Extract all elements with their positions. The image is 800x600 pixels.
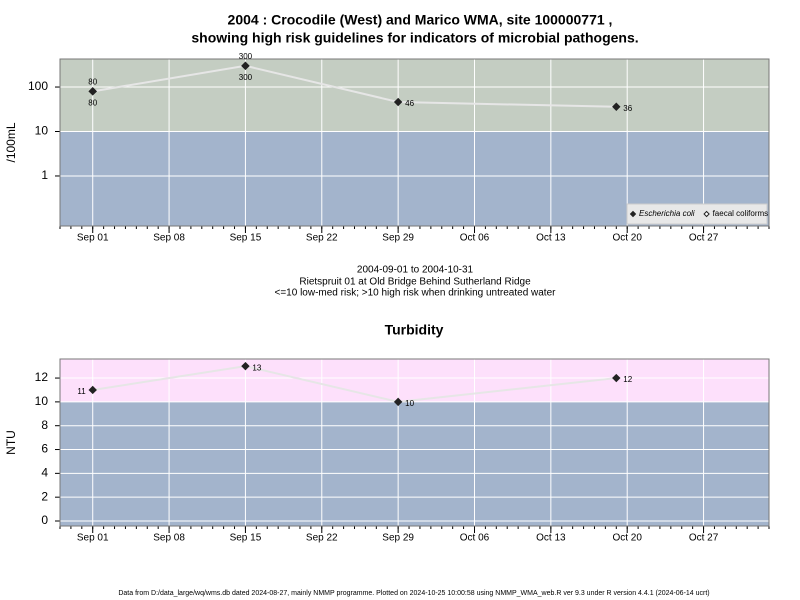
legend-label: faecal coliforms bbox=[713, 209, 769, 218]
data-point bbox=[88, 87, 97, 96]
y-tick-label: 10 bbox=[35, 394, 49, 408]
x-tick-label: Sep 08 bbox=[153, 233, 185, 244]
y-tick-label: 1 bbox=[41, 168, 48, 182]
y-tick-label: 100 bbox=[28, 79, 48, 93]
data-point bbox=[612, 373, 621, 383]
x-tick-label: Oct 20 bbox=[612, 533, 642, 544]
note: 2004-09-01 to 2004-10-31 bbox=[357, 265, 474, 276]
x-tick-label: Oct 06 bbox=[460, 533, 490, 544]
y-tick-label: 0 bbox=[41, 513, 48, 527]
data-point bbox=[241, 361, 250, 371]
x-tick-label: Oct 13 bbox=[536, 233, 566, 244]
plot-frame bbox=[59, 58, 770, 227]
x-tick-label: Sep 01 bbox=[77, 533, 109, 544]
legend-marker bbox=[703, 210, 710, 218]
x-tick-label: Sep 22 bbox=[306, 233, 338, 244]
data-point bbox=[393, 97, 403, 107]
x-tick-label: Oct 06 bbox=[460, 233, 490, 244]
x-tick-label: Sep 08 bbox=[153, 533, 185, 544]
y-tick-label: 12 bbox=[35, 370, 49, 384]
data-label: 11 bbox=[77, 387, 86, 396]
y-tick-label: 2 bbox=[41, 489, 48, 503]
x-tick-label: Oct 13 bbox=[536, 533, 566, 544]
y-axis-label: /100mL bbox=[4, 122, 18, 162]
risk-band bbox=[60, 59, 769, 132]
data-label: 300 bbox=[239, 52, 253, 61]
x-tick-label: Sep 15 bbox=[230, 233, 262, 244]
chart-title: Turbidity bbox=[385, 322, 444, 338]
data-label: 300 bbox=[239, 73, 253, 82]
data-label: 80 bbox=[88, 98, 97, 107]
x-tick-label: Sep 22 bbox=[306, 533, 338, 544]
data-point bbox=[393, 397, 403, 407]
data-point bbox=[612, 102, 621, 111]
data-point bbox=[88, 385, 97, 395]
risk-band bbox=[60, 359, 769, 402]
data-label: 10 bbox=[405, 399, 414, 408]
y-tick-label: 4 bbox=[41, 466, 48, 480]
series-line bbox=[92, 64, 617, 108]
x-tick-label: Sep 29 bbox=[382, 533, 414, 544]
x-tick-label: Oct 27 bbox=[689, 233, 719, 244]
legend-label: Escherichia coli bbox=[639, 209, 695, 218]
chart-subtitle: showing high risk guidelines for indicat… bbox=[191, 30, 638, 46]
legend-box bbox=[626, 203, 768, 225]
data-label: 80 bbox=[88, 77, 97, 86]
series-line bbox=[92, 365, 617, 403]
y-tick-label: 10 bbox=[35, 124, 49, 138]
y-axis-label: NTU bbox=[4, 430, 18, 455]
data-label: 13 bbox=[252, 363, 261, 372]
note: <=10 low-med risk; >10 high risk when dr… bbox=[275, 288, 557, 299]
legend-marker bbox=[629, 210, 637, 218]
y-tick-label: 6 bbox=[41, 442, 48, 456]
footer: Data from D:/data_large/wq/wms.db dated … bbox=[118, 590, 709, 597]
x-tick-label: Oct 20 bbox=[612, 233, 642, 244]
chart-title: 2004 : Crocodile (West) and Marico WMA, … bbox=[228, 12, 613, 28]
y-tick-label: 8 bbox=[41, 418, 48, 432]
risk-band bbox=[60, 401, 769, 526]
x-tick-label: Sep 01 bbox=[77, 233, 109, 244]
plot-frame bbox=[59, 358, 770, 527]
data-label: 46 bbox=[405, 99, 414, 108]
data-label: 36 bbox=[623, 104, 632, 113]
note: Rietspruit 01 at Old Bridge Behind Suthe… bbox=[299, 277, 531, 288]
x-tick-label: Sep 15 bbox=[230, 533, 262, 544]
x-tick-label: Sep 29 bbox=[382, 233, 414, 244]
data-point bbox=[241, 61, 250, 71]
data-label: 12 bbox=[623, 375, 632, 384]
x-tick-label: Oct 27 bbox=[689, 533, 719, 544]
